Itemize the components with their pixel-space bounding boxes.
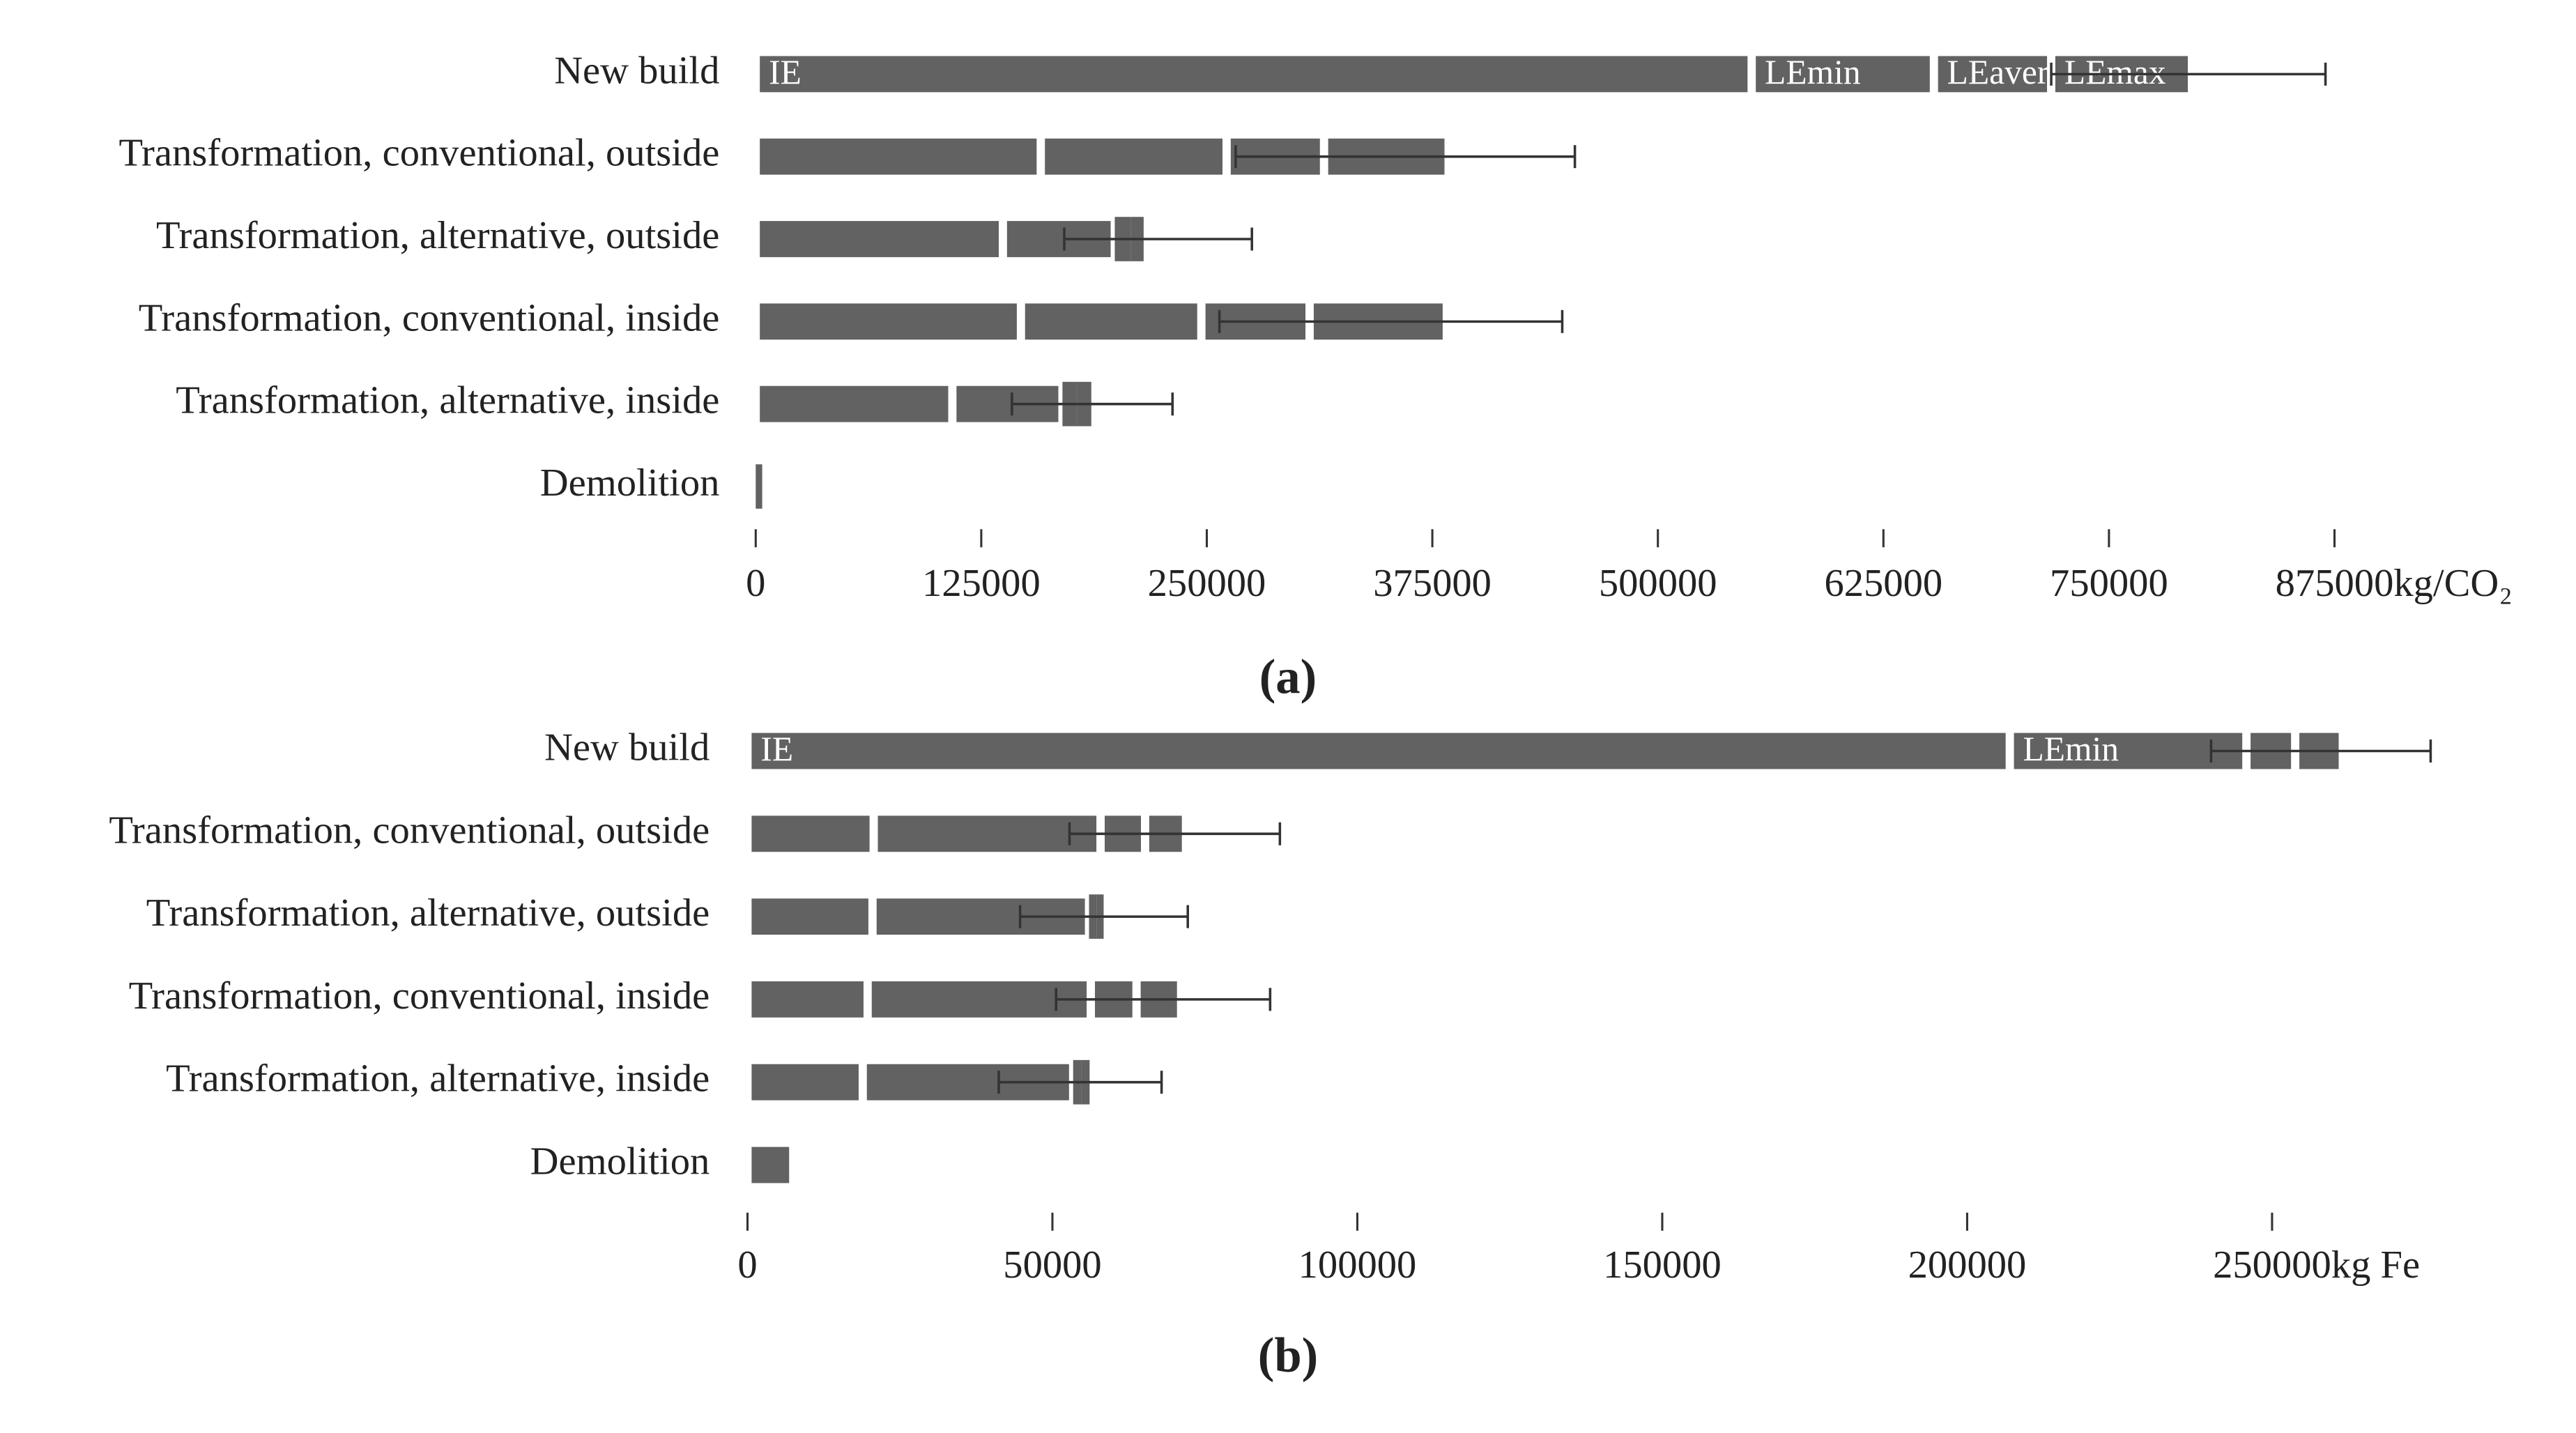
- x-tick-label: 50000: [1003, 1243, 1101, 1287]
- x-axis-label: kg Fe: [2331, 1243, 2420, 1287]
- x-tick-label: 0: [737, 1243, 757, 1287]
- x-tick-label: 250000: [1148, 562, 1266, 605]
- bar-segment: [743, 973, 872, 1026]
- category-label: New build: [554, 49, 719, 92]
- bar-segment: [869, 807, 1105, 861]
- category-label: Transformation, alternative, outside: [156, 214, 719, 257]
- segment-label: LEmin: [2023, 730, 2119, 768]
- panel-label: (a): [1259, 650, 1317, 705]
- bar-segment: [751, 295, 1025, 348]
- bar-segment: [1747, 47, 1938, 101]
- bar-segment: [868, 890, 1094, 943]
- x-tick-label: 100000: [1298, 1243, 1417, 1287]
- category-label: Transformation, alternative, inside: [176, 379, 719, 422]
- segment-label: LEmin: [1765, 53, 1860, 91]
- bar-segment: [1016, 295, 1206, 348]
- x-tick-label: 625000: [1824, 562, 1942, 605]
- bar-segment: [743, 807, 878, 861]
- x-tick-label: 500000: [1599, 562, 1717, 605]
- category-label: New build: [544, 726, 710, 769]
- bar-segment: [743, 724, 2014, 778]
- bar-segment: [751, 377, 957, 431]
- x-tick-label: 250000: [2213, 1243, 2331, 1287]
- category-label: Transformation, conventional, inside: [139, 296, 720, 339]
- category-label: Transformation, conventional, outside: [109, 809, 710, 852]
- category-label: Demolition: [540, 461, 720, 505]
- x-tick-label: 125000: [922, 562, 1041, 605]
- bar-segment: [751, 130, 1045, 183]
- x-axis-label: kg/CO₂: [2393, 562, 2513, 605]
- bar-segment: [751, 213, 1007, 266]
- bar-segment: [1036, 130, 1231, 183]
- segment-label: IE: [760, 730, 793, 768]
- category-label: Transformation, alternative, inside: [166, 1057, 710, 1101]
- bar-segment: [751, 47, 1756, 101]
- segment-label: LEaver: [1947, 53, 2049, 91]
- bar-segment: [743, 890, 877, 943]
- bar-segment: [863, 973, 1096, 1026]
- bar-segment: [756, 464, 762, 509]
- category-label: Demolition: [530, 1140, 710, 1183]
- panel-label: (b): [1258, 1328, 1318, 1383]
- category-label: Transformation, conventional, inside: [129, 974, 710, 1018]
- x-tick-label: 750000: [2050, 562, 2168, 605]
- category-label: Transformation, alternative, outside: [146, 891, 710, 935]
- x-tick-label: 875000: [2276, 562, 2394, 605]
- x-tick-label: 0: [746, 562, 765, 605]
- bar-segment: [743, 1138, 798, 1192]
- bar-segment: [1929, 47, 2055, 101]
- x-tick-label: 200000: [1908, 1243, 2027, 1287]
- segment-label: IE: [769, 53, 802, 91]
- x-tick-label: 375000: [1373, 562, 1492, 605]
- bar-segment: [743, 1055, 867, 1109]
- x-tick-label: 150000: [1603, 1243, 1722, 1287]
- category-label: Transformation, conventional, outside: [118, 132, 719, 175]
- segment-label: LEmax: [2064, 53, 2166, 91]
